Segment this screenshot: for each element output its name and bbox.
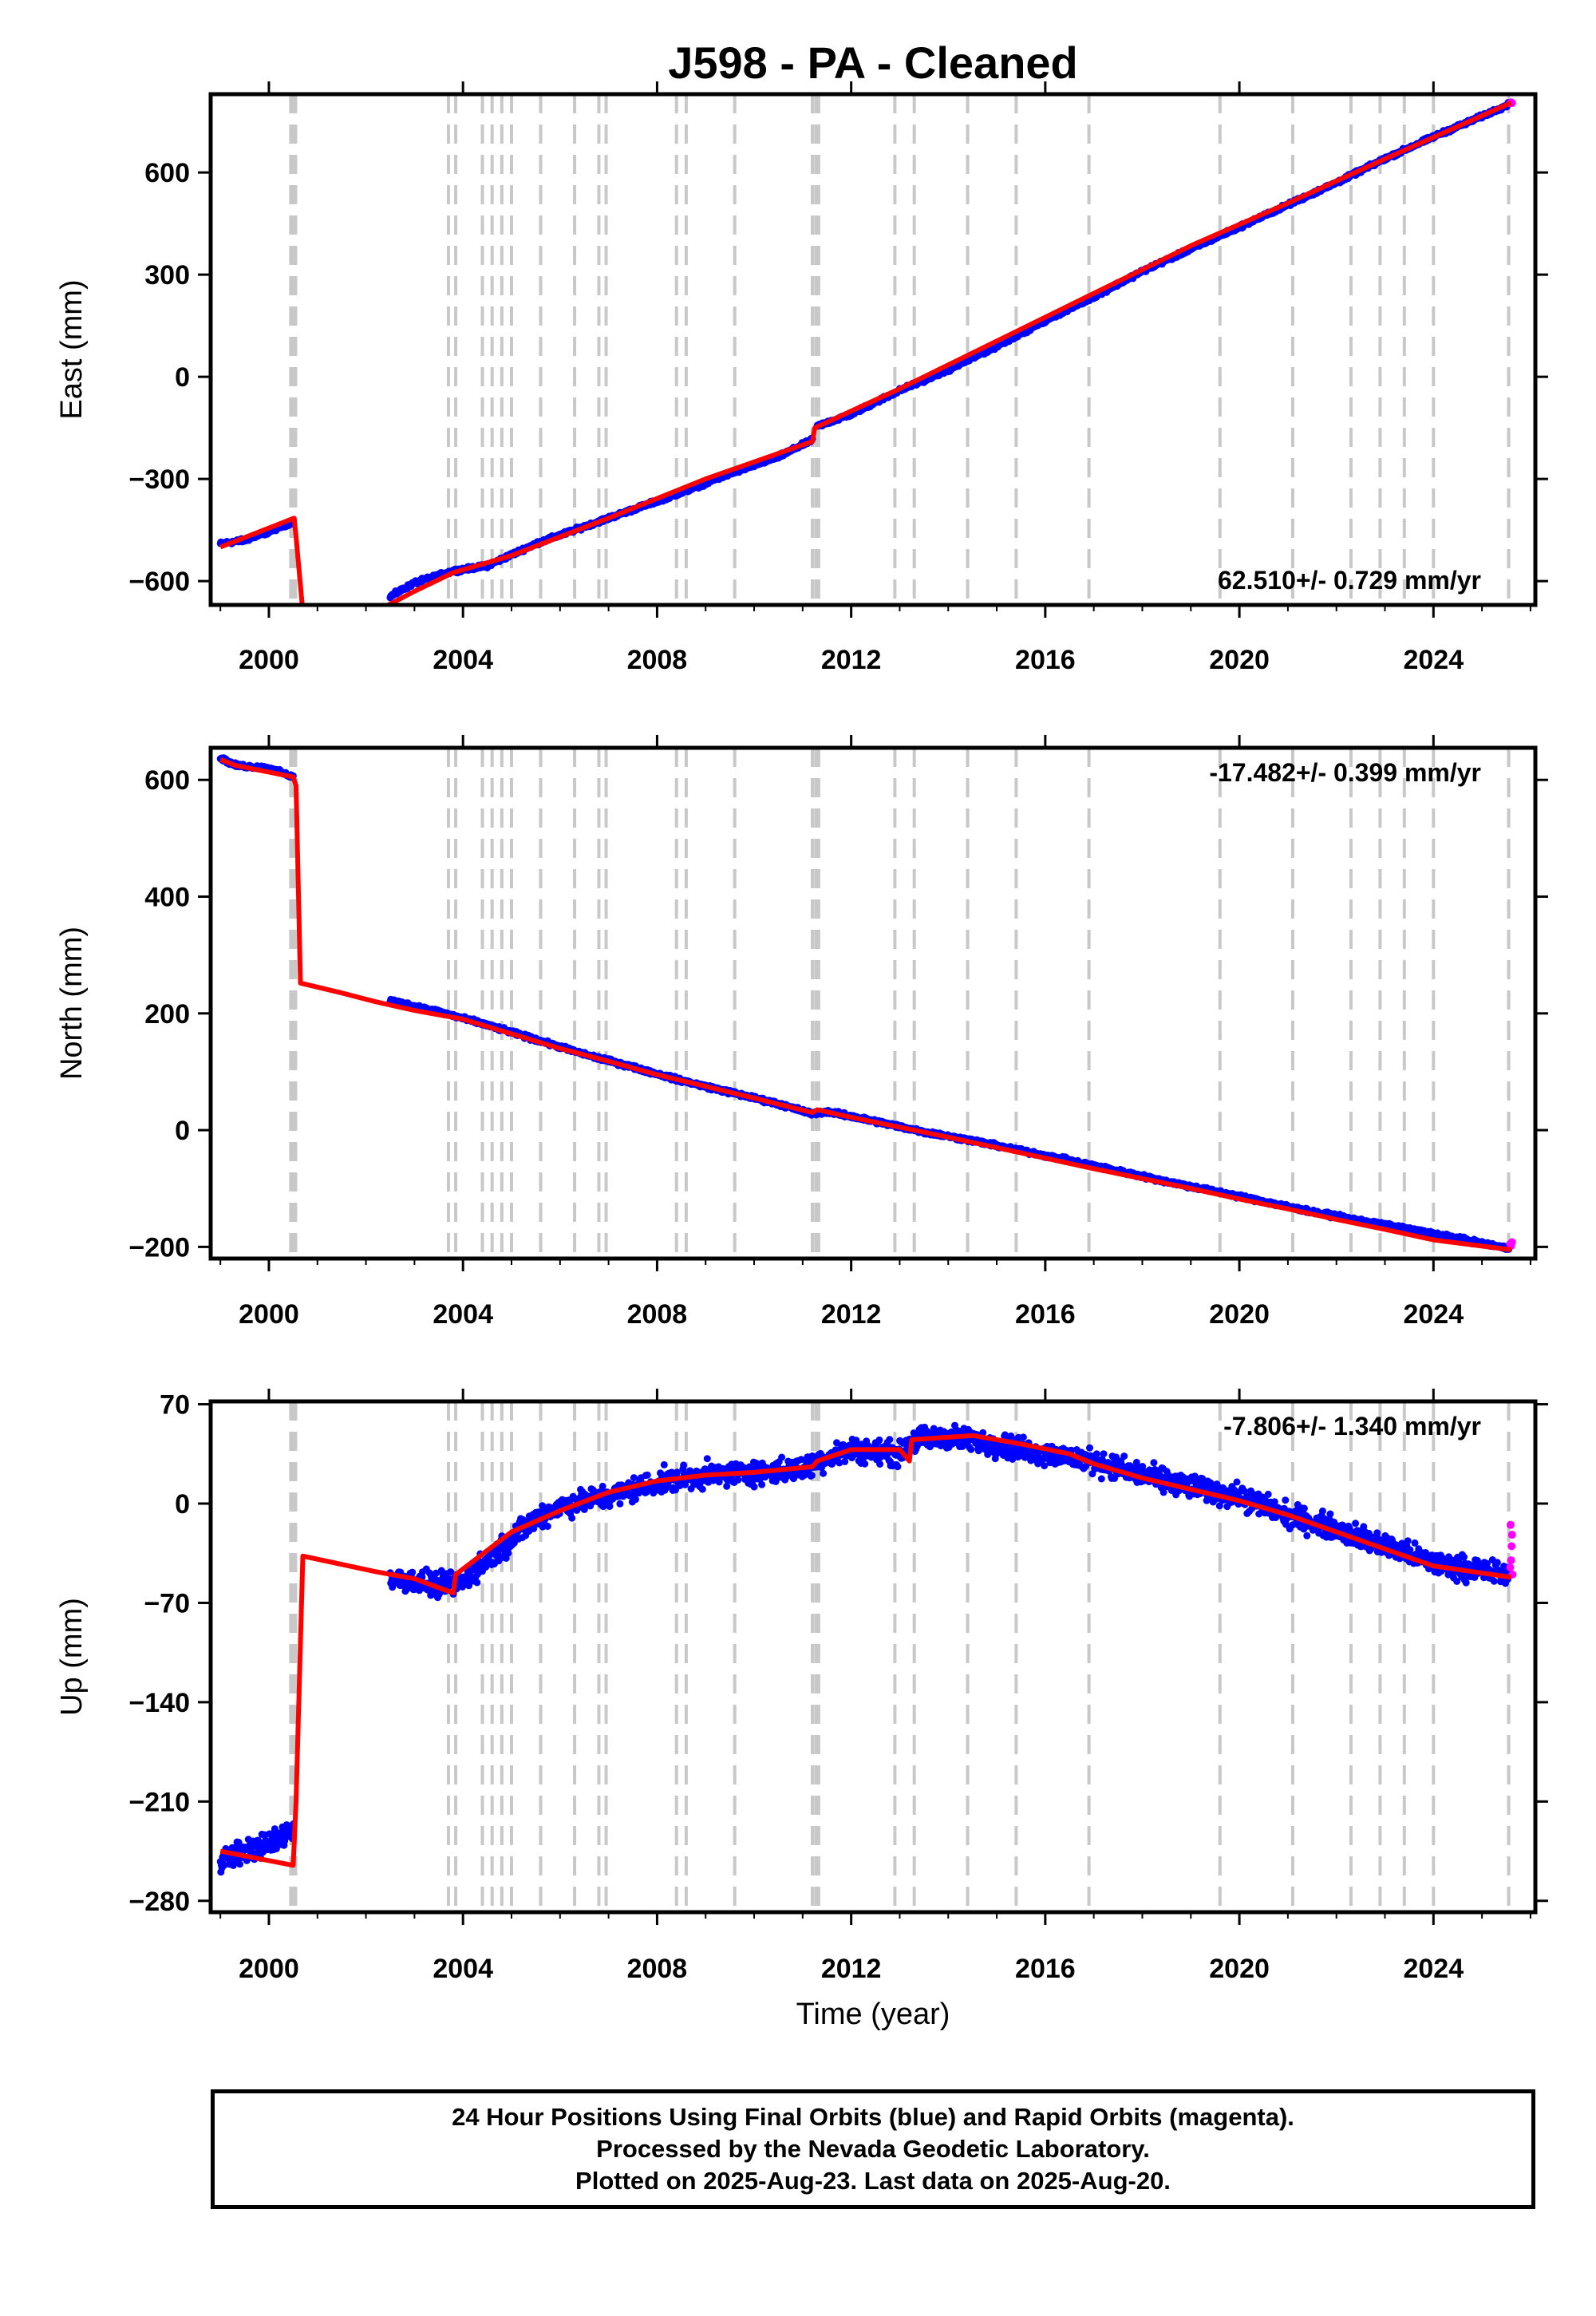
y-tick-label: −200 bbox=[128, 1232, 190, 1263]
y-tick-label: 0 bbox=[175, 362, 190, 393]
panel-up: 2000 2004 2008 2012 2016 2020 2024−280−210−140… bbox=[55, 1389, 1548, 2031]
x-tick-label: 2016 bbox=[1015, 645, 1076, 675]
plot-area bbox=[216, 1401, 1517, 1912]
velocity-label: 62.510+/- 0.729 mm/yr bbox=[1218, 566, 1481, 595]
panel-frame bbox=[208, 92, 1538, 607]
final-orbit-point bbox=[235, 1839, 243, 1846]
x-tick-label: 2008 bbox=[627, 1299, 688, 1330]
velocity-label: -17.482+/- 0.399 mm/yr bbox=[1209, 758, 1481, 787]
plot-area bbox=[216, 748, 1516, 1259]
x-tick-label: 2020 bbox=[1209, 1299, 1270, 1330]
final-orbit-point bbox=[409, 1568, 417, 1576]
panel-east: 2000 2004 2008 2012 2016 2020 2024 −600 −300 0 300… bbox=[55, 81, 1548, 675]
y-tick-label: 0 bbox=[175, 1116, 190, 1146]
x-tick-label: 2000 bbox=[239, 1299, 299, 1330]
x-tick-label: 2008 bbox=[627, 645, 688, 675]
final-orbit-point bbox=[432, 1569, 440, 1577]
x-tick-label: 2012 bbox=[821, 1299, 882, 1330]
final-orbit-point bbox=[447, 1568, 455, 1576]
plot-area bbox=[216, 94, 1516, 605]
y-tick-label: −300 bbox=[128, 464, 190, 495]
final-orbit-point bbox=[436, 1590, 443, 1598]
rapid-orbit-point bbox=[1507, 1238, 1516, 1247]
x-tick-label: 2004 bbox=[433, 1299, 493, 1330]
model-fit-line bbox=[219, 757, 1511, 1252]
y-tick-label: 300 bbox=[144, 260, 190, 290]
x-tick-label: 2004 bbox=[433, 645, 493, 675]
model-fit-line bbox=[219, 100, 1512, 605]
final-orbit-point bbox=[272, 1845, 280, 1852]
x-tick-label: 2020 bbox=[1209, 645, 1270, 675]
panel-frame bbox=[208, 745, 1538, 1261]
y-tick-label: 600 bbox=[144, 158, 190, 188]
x-tick-label: 2024 bbox=[1403, 1299, 1464, 1330]
y-tick-label: 600 bbox=[144, 765, 190, 796]
panel-north: 2000 2004 2008 2012 2016 2020 2024 −200 0 200 400 6… bbox=[55, 735, 1548, 1330]
final-orbit-point bbox=[473, 1579, 481, 1587]
x-tick-label: 2000 bbox=[239, 645, 299, 675]
final-orbit-point bbox=[236, 1860, 243, 1868]
x-tick-label: 2012 bbox=[821, 645, 882, 675]
y-tick-label: 400 bbox=[144, 883, 190, 913]
x-tick-label: 2024 bbox=[1403, 645, 1464, 675]
y-axis-label: East (mm) bbox=[55, 279, 89, 419]
x-tick-label: 2016 bbox=[1015, 1299, 1076, 1330]
y-tick-label: 200 bbox=[144, 999, 190, 1030]
y-tick-label: −600 bbox=[128, 567, 190, 597]
y-axis-label: North (mm) bbox=[55, 927, 89, 1080]
final-orbit-point bbox=[220, 1861, 228, 1869]
